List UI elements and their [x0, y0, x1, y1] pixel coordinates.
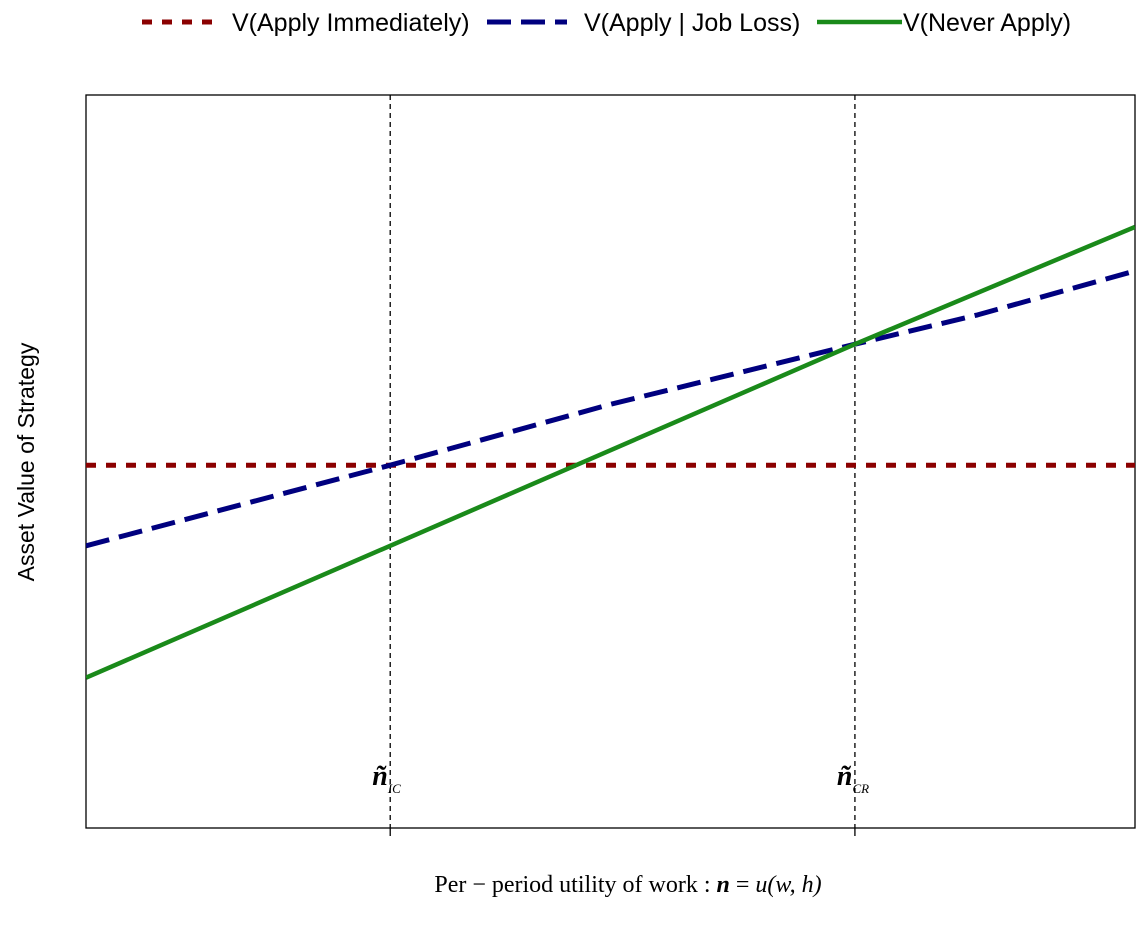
legend: V(Apply Immediately) V(Apply | Job Loss) V…	[142, 9, 1071, 37]
legend-label-1: V(Apply Immediately)	[232, 9, 470, 37]
vertical-reference-lines	[389, 95, 856, 828]
x-axis-label-text: Per − period utility of work :	[434, 872, 716, 898]
x-axis-label: Per − period utility of work : n = u(w, …	[434, 872, 821, 898]
series-lines	[86, 224, 1135, 680]
x-axis-label-func: u	[755, 872, 767, 898]
series-line-2	[86, 268, 1135, 549]
series-line-3	[86, 224, 1135, 680]
plot-frame	[85, 94, 1136, 829]
x-axis-label-symbol: n	[717, 872, 730, 898]
x-axis-label-equals: =	[730, 872, 756, 898]
x-tick-labels: ñIC ñCR	[372, 761, 869, 836]
x-tick-label-cr: ñCR	[837, 761, 869, 796]
legend-label-3: V(Never Apply)	[903, 9, 1071, 37]
y-axis-label: Asset Value of Strategy	[13, 342, 39, 581]
legend-label-2: V(Apply | Job Loss)	[584, 9, 800, 37]
x-axis-label-args: (w, h)	[767, 872, 821, 898]
x-tick-label-ic: ñIC	[372, 761, 401, 796]
